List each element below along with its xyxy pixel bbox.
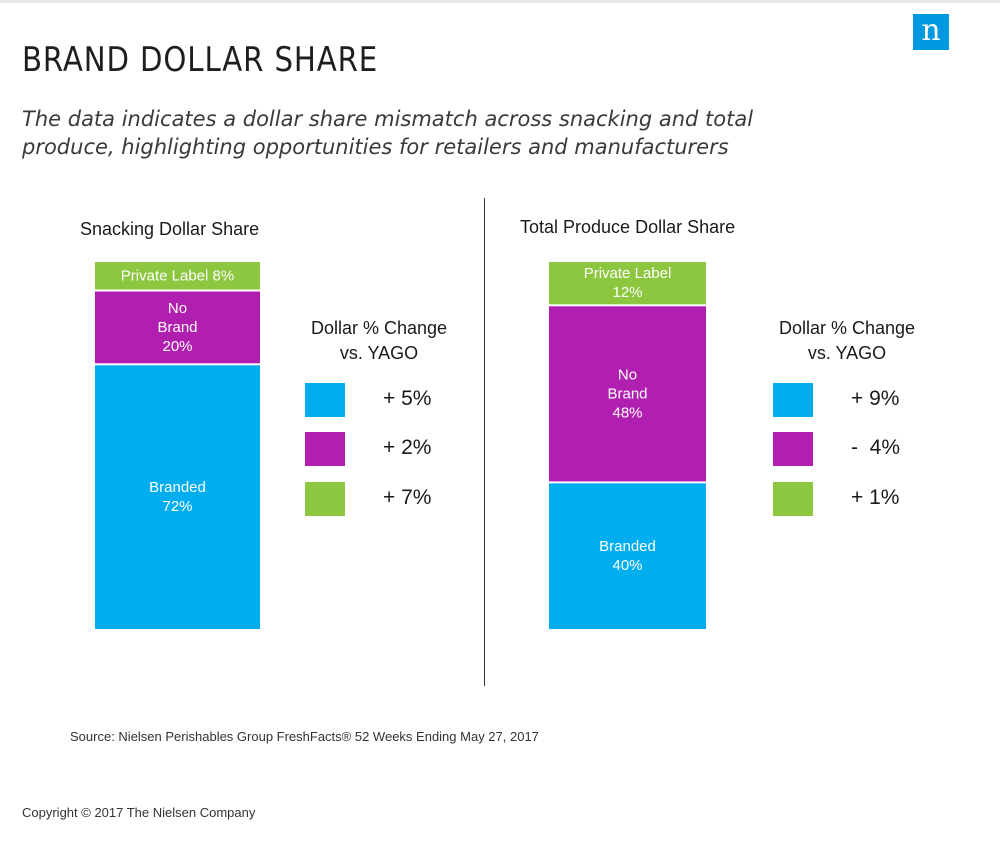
produce-bar-private-label xyxy=(549,262,706,305)
snacking-legend-private-label-swatch xyxy=(305,482,345,516)
produce-bar-label-no-brand: Brand xyxy=(607,385,647,402)
produce-legend-title: Dollar % Change vs. YAGO xyxy=(747,316,947,366)
snacking-bar-no-brand xyxy=(95,291,260,364)
snacking-chart-title: Snacking Dollar Share xyxy=(80,219,260,239)
produce-legend-private-label-swatch xyxy=(773,482,813,516)
produce-chart-title: Total Produce Dollar Share xyxy=(520,217,736,237)
snacking-bar-label-private-label: Private Label 8% xyxy=(121,267,234,284)
produce-bar-no-brand xyxy=(549,306,706,482)
source-note: Source: Nielsen Perishables Group FreshF… xyxy=(70,729,539,744)
produce-bar-branded xyxy=(549,483,706,629)
produce-bar-label-private-label: Private Label xyxy=(584,265,672,282)
produce-legend-branded-swatch xyxy=(773,383,813,417)
produce-legend-branded-value: + 9% xyxy=(851,387,900,410)
produce-legend-no-brand-swatch xyxy=(773,432,813,466)
page-subtitle: The data indicates a dollar share mismat… xyxy=(22,107,754,159)
snacking-bar-label-no-brand: Brand xyxy=(157,319,197,336)
chart-divider xyxy=(484,198,485,686)
produce-bar-label-no-brand: No xyxy=(618,366,637,383)
snacking-bar-private-label xyxy=(95,262,260,290)
snacking-legend-title-line-2: vs. YAGO xyxy=(339,343,419,363)
produce-bar-label-branded: 40% xyxy=(612,557,642,574)
snacking-legend-branded-swatch xyxy=(305,383,345,417)
nielsen-logo: n xyxy=(913,14,949,50)
snacking-bar-label-no-brand: 20% xyxy=(162,338,192,355)
produce-bar-label-no-brand: 48% xyxy=(612,404,642,421)
snacking-bar-label-no-brand: No xyxy=(168,300,187,317)
snacking-legend-no-brand-value: + 2% xyxy=(383,436,432,459)
produce-legend-no-brand-value: - 4% xyxy=(851,436,901,459)
page-title: BRAND DOLLAR SHARE xyxy=(22,40,379,80)
top-border xyxy=(0,0,1000,3)
snacking-bar-label-branded: 72% xyxy=(162,498,192,515)
snacking-legend-title: Dollar % Change vs. YAGO xyxy=(279,316,479,366)
produce-legend-private-label-value: + 1% xyxy=(851,486,900,509)
produce-bar-label-branded: Branded xyxy=(599,538,656,555)
snacking-legend-no-brand-swatch xyxy=(305,432,345,466)
produce-legend-title-line-1: Dollar % Change xyxy=(778,318,916,338)
snacking-bar-branded xyxy=(95,365,260,629)
snacking-bar-label-branded: Branded xyxy=(149,479,206,496)
snacking-legend-title-line-1: Dollar % Change xyxy=(310,318,448,338)
snacking-legend-private-label-value: + 7% xyxy=(383,486,432,509)
produce-legend-title-line-2: vs. YAGO xyxy=(807,343,887,363)
produce-bar-label-private-label: 12% xyxy=(612,284,642,301)
copyright-note: Copyright © 2017 The Nielsen Company xyxy=(22,805,256,820)
snacking-legend-branded-value: + 5% xyxy=(383,387,432,410)
